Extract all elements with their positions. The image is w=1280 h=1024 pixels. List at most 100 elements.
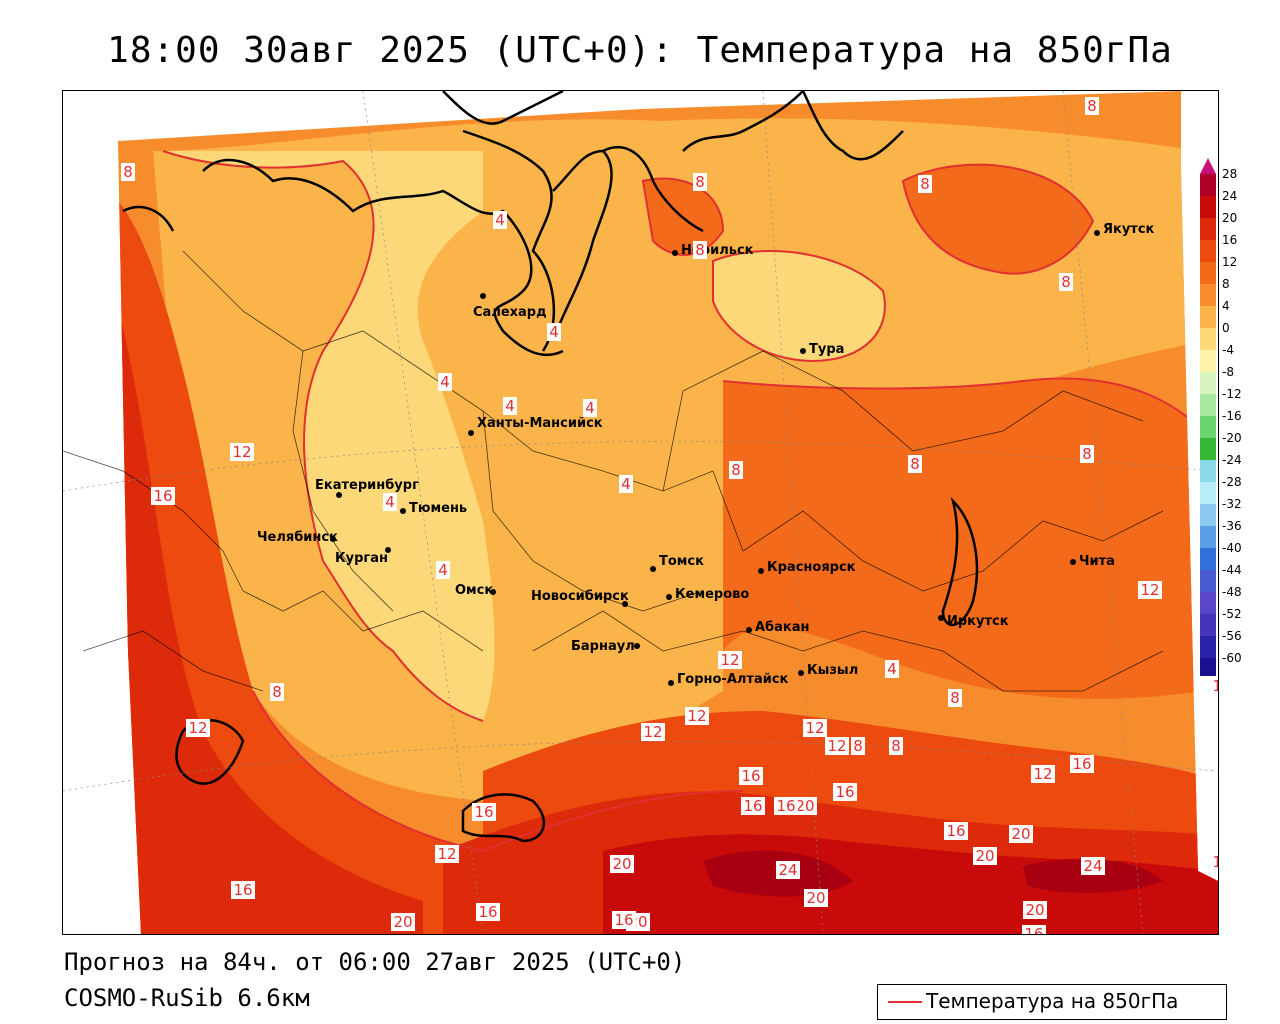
city-dot xyxy=(385,547,391,553)
colorbar-cell xyxy=(1200,504,1216,526)
city-label: Салехард xyxy=(473,305,547,320)
colorbar-tick-label: -24 xyxy=(1222,453,1242,467)
colorbar-cell xyxy=(1200,328,1216,350)
contour-label-box xyxy=(1085,97,1099,115)
contour-label: 4 xyxy=(385,493,395,511)
contour-label: 16 xyxy=(614,911,633,929)
city-label: Горно-Алтайск xyxy=(677,672,789,687)
contour-label-box xyxy=(121,163,135,181)
colorbar-tick-label: 0 xyxy=(1222,321,1230,335)
contour-label-box xyxy=(610,855,634,873)
colorbar-tick-label: 4 xyxy=(1222,299,1230,313)
colorbar-cell xyxy=(1200,636,1216,658)
contour-label-box xyxy=(231,881,255,899)
contour-label: 4 xyxy=(438,561,448,579)
colorbar-tick-label: -8 xyxy=(1222,365,1234,379)
colorbar-tick-label: 24 xyxy=(1222,189,1238,203)
colorbar-cell xyxy=(1200,196,1216,218)
model-name: COSMO-RuSib 6.6км xyxy=(64,984,310,1012)
city-dot xyxy=(400,508,406,514)
contour-label-box xyxy=(1022,925,1046,934)
city-dot xyxy=(938,615,944,621)
city-label: Норильск xyxy=(681,243,754,258)
colorbar-tick-label: -16 xyxy=(1222,409,1242,423)
contour-label-box xyxy=(1080,445,1094,463)
contour-label: 8 xyxy=(910,455,920,473)
contour-label: 12 xyxy=(827,737,846,755)
contour-label-box xyxy=(1210,677,1218,695)
contour-label: 4 xyxy=(585,399,595,417)
contour-label-box xyxy=(1023,901,1047,919)
contour-label: 20 xyxy=(393,913,412,931)
contour-label: 8 xyxy=(891,737,901,755)
contour-value-labels: 8888844444444121681288888121216162020161… xyxy=(121,97,1218,934)
city-markers: Салехард Норильск Якутск Тура Ханты-Манс… xyxy=(257,222,1155,687)
contour-label-box xyxy=(1009,825,1033,843)
contour-label: 16 xyxy=(233,881,252,899)
colorbar xyxy=(1200,158,1216,676)
city-dot xyxy=(800,348,806,354)
contour-label-box xyxy=(804,889,828,907)
contour-label-box xyxy=(472,803,496,821)
city-label: Абакан xyxy=(755,620,810,635)
colorbar-cell xyxy=(1200,570,1216,592)
contour-label: 16 xyxy=(743,797,762,815)
contour-label: 20 xyxy=(806,889,825,907)
city-dot xyxy=(468,430,474,436)
contour-label-box xyxy=(833,783,857,801)
colorbar-overflow-cap xyxy=(1200,158,1216,174)
contour-label-box xyxy=(774,797,798,815)
colorbar-cell xyxy=(1200,658,1216,676)
city-dot xyxy=(336,492,342,498)
colorbar-tick-label: -44 xyxy=(1222,563,1242,577)
contour-label-box xyxy=(186,719,210,737)
colorbar-tick-label: -52 xyxy=(1222,607,1242,621)
contour-label: 8 xyxy=(920,175,930,193)
contour-label: 16 xyxy=(741,767,760,785)
contour-label: 8 xyxy=(272,683,282,701)
city-dot xyxy=(798,670,804,676)
contour-label-box xyxy=(944,822,968,840)
city-label: Новосибирск xyxy=(531,589,629,604)
contour-label: 24 xyxy=(1083,857,1102,875)
contour-label-box xyxy=(438,373,452,391)
city-label: Тура xyxy=(809,342,844,357)
colorbar-cell xyxy=(1200,218,1216,240)
coastlines xyxy=(122,91,979,843)
contour-label-box xyxy=(776,861,800,879)
map-frame: Салехард Норильск Якутск Тура Ханты-Манс… xyxy=(62,90,1219,935)
contour-label-box xyxy=(230,443,254,461)
contour-label-box xyxy=(619,475,633,493)
city-label: Ханты-Мансийск xyxy=(477,416,603,431)
contour-label: 20 xyxy=(975,847,994,865)
city-label: Иркутск xyxy=(947,614,1009,629)
contour-label: 12 xyxy=(1212,677,1218,695)
contour-label: 4 xyxy=(440,373,450,391)
contour-label: 4 xyxy=(505,397,515,415)
contour-label: 20 xyxy=(1011,825,1030,843)
city-dot xyxy=(746,627,752,633)
contour-label-box xyxy=(476,903,500,921)
city-dot xyxy=(666,594,672,600)
city-label: Барнаул xyxy=(571,639,635,654)
city-label: Тюмень xyxy=(409,501,467,516)
contour-label-box xyxy=(1210,853,1218,871)
forecast-info: Прогноз на 84ч. от 06:00 27авг 2025 (UTC… xyxy=(64,948,686,976)
colorbar-cell xyxy=(1200,460,1216,482)
city-label: Омск xyxy=(455,583,493,598)
contour-label-box xyxy=(851,737,865,755)
city-label: Курган xyxy=(335,551,388,566)
city-label: Кызыл xyxy=(807,663,858,678)
contour-label-box xyxy=(885,660,899,678)
colorbar-cell xyxy=(1200,262,1216,284)
contour-label-box xyxy=(1059,273,1073,291)
city-dot xyxy=(490,589,496,595)
contour-label: 16 xyxy=(1212,853,1218,871)
colorbar-cell xyxy=(1200,394,1216,416)
city-label: Якутск xyxy=(1103,222,1155,237)
contour-label: 8 xyxy=(1061,273,1071,291)
contour-label-box xyxy=(493,211,507,229)
contour-label-box xyxy=(948,689,962,707)
colorbar-cell xyxy=(1200,416,1216,438)
contour-label-box xyxy=(918,175,932,193)
